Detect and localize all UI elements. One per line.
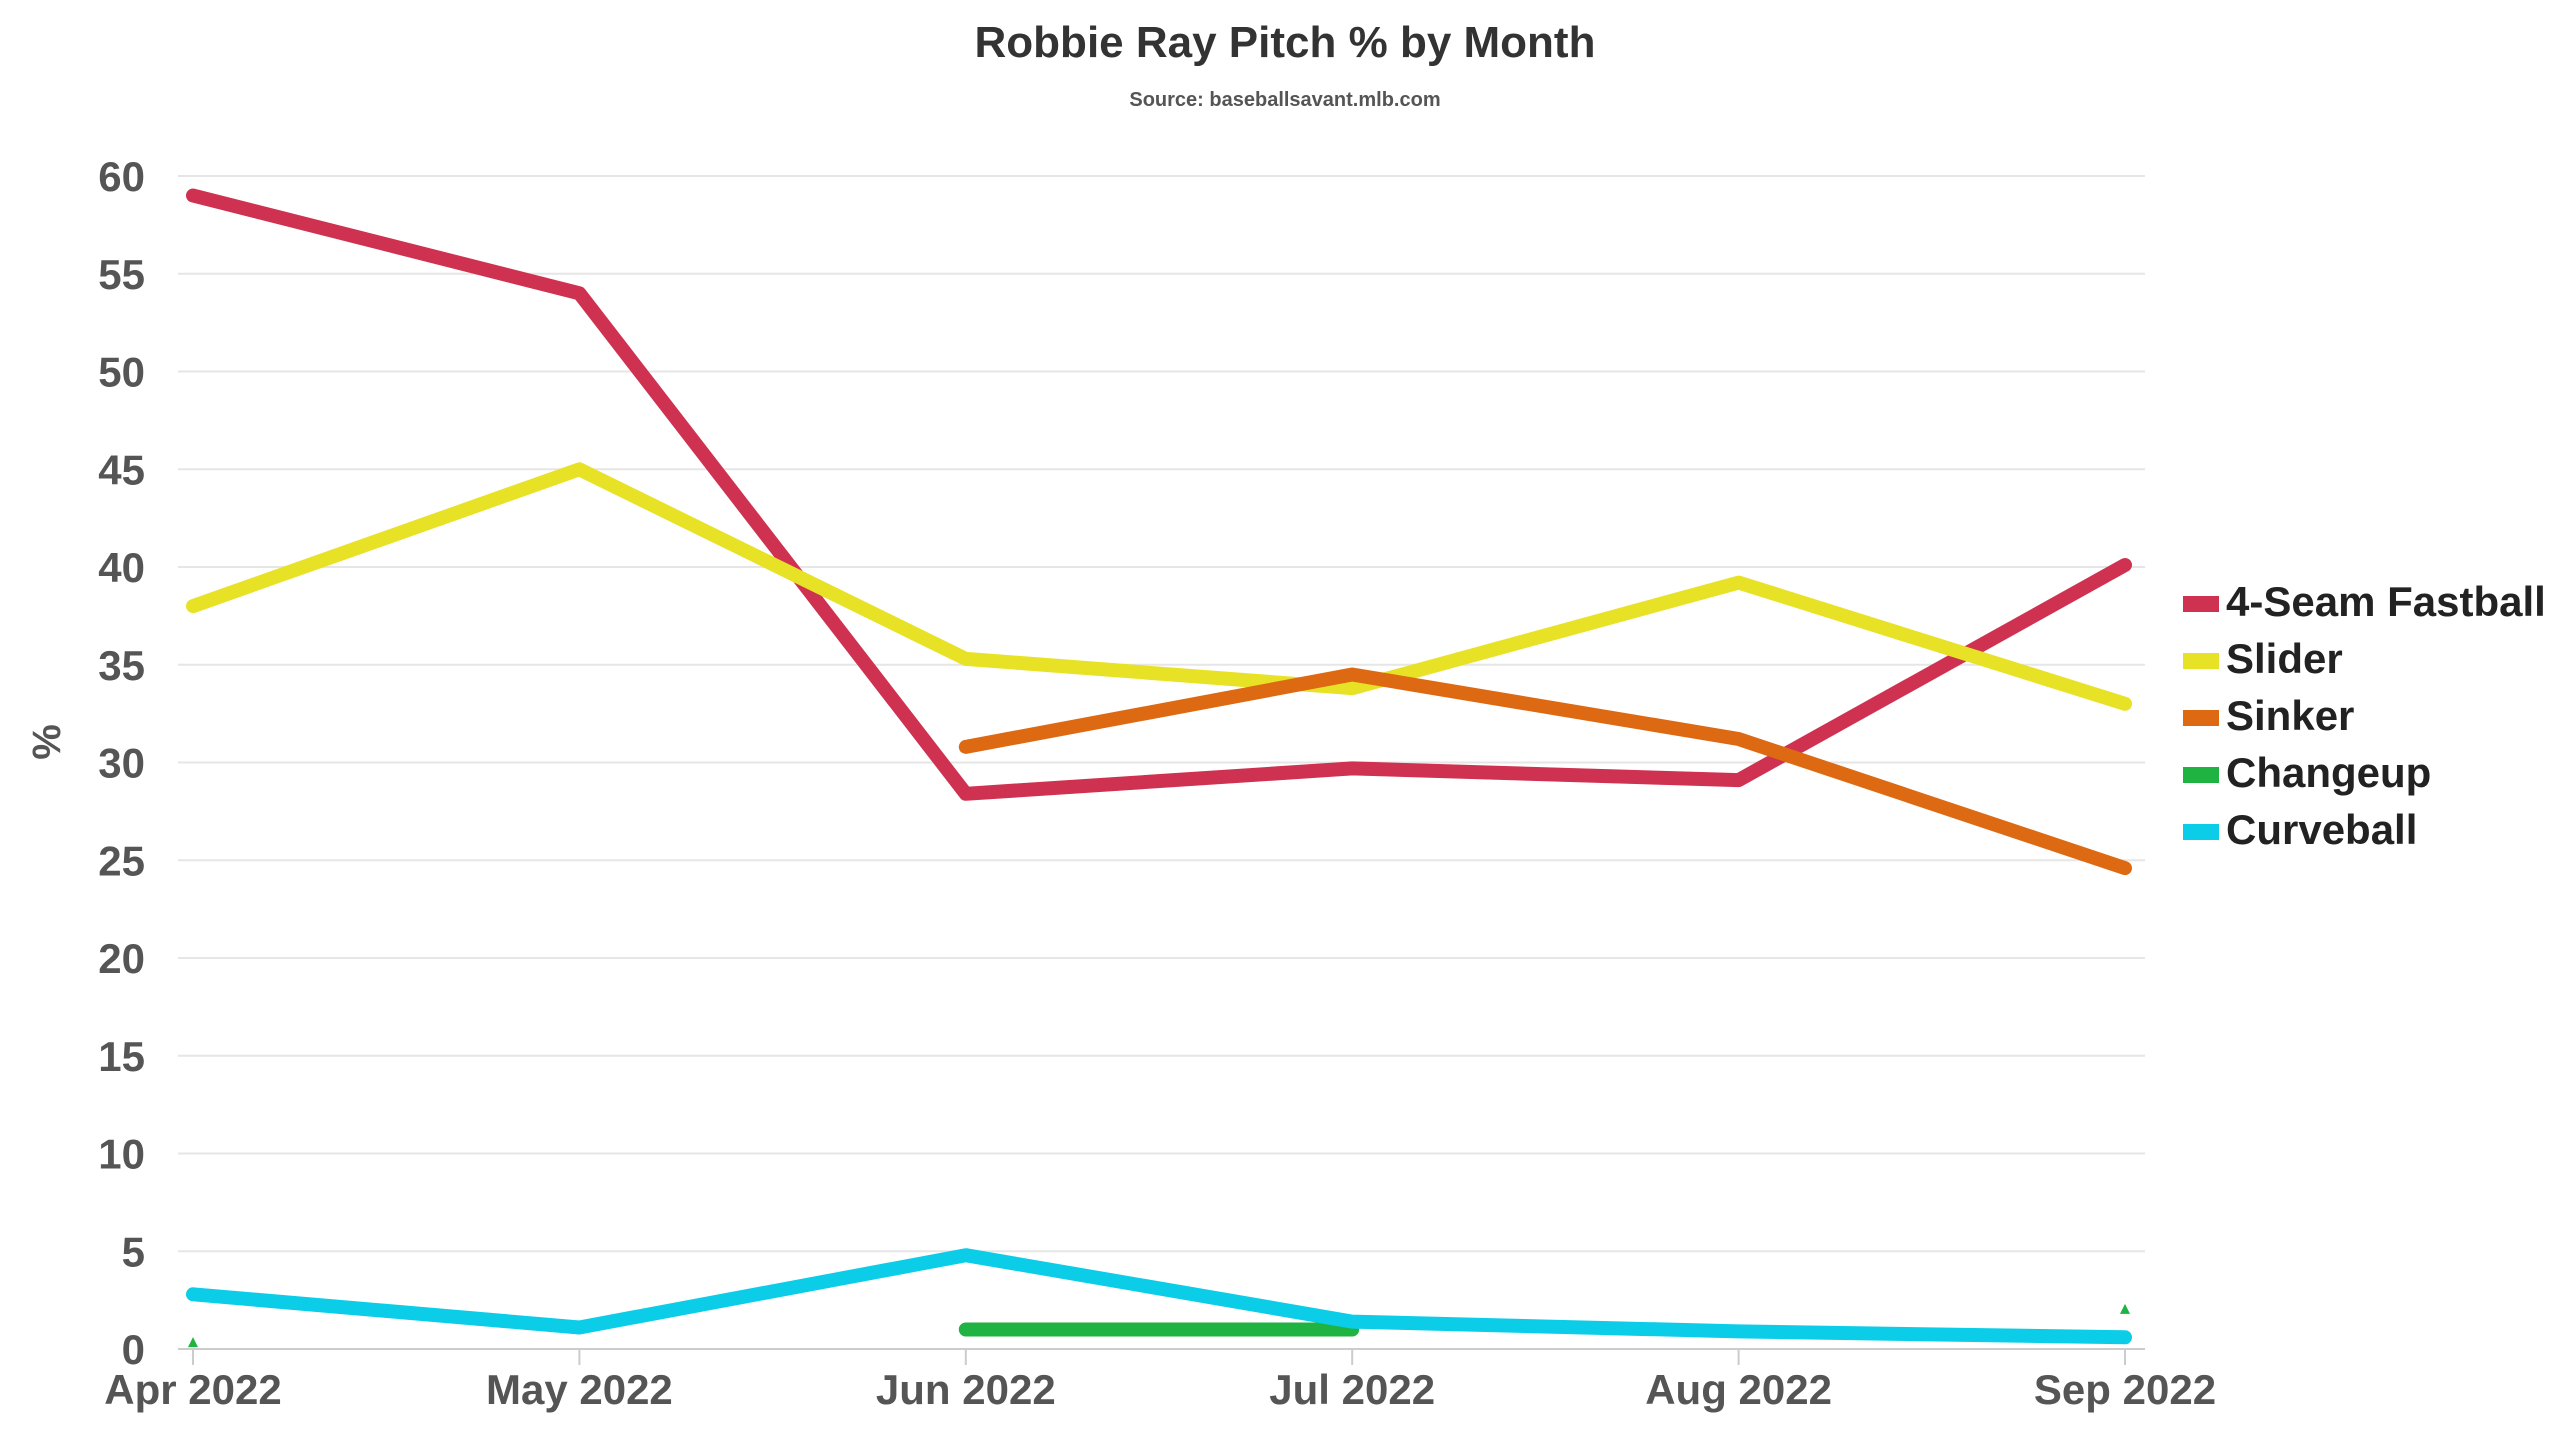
legend-swatch-sinker [2183, 710, 2219, 726]
legend-swatch-slider [2183, 653, 2219, 669]
series-4-seam-fastball [186, 188, 2132, 801]
x-tick-label: May 2022 [486, 1366, 673, 1413]
legend-label-4-seam-fastball: 4-Seam Fastball [2226, 578, 2546, 625]
x-tick-label: Jul 2022 [1269, 1366, 1435, 1413]
y-tick-label: 30 [98, 740, 145, 787]
legend-label-sinker: Sinker [2226, 692, 2354, 739]
legend: 4-Seam Fastball Slider Sinker Changeup Curve… [2183, 578, 2546, 853]
series-line-curveball [186, 1248, 2132, 1345]
x-tick-label: Jun 2022 [876, 1366, 1056, 1413]
y-tick-label: 60 [98, 153, 145, 200]
y-tick-label: 20 [98, 935, 145, 982]
x-tick-label: Aug 2022 [1645, 1366, 1832, 1413]
legend-swatch-4-seam-fastball [2183, 596, 2219, 612]
y-tick-label: 15 [98, 1033, 145, 1080]
series-sinker [958, 667, 2132, 876]
x-tick-label: Sep 2022 [2034, 1366, 2216, 1413]
y-axis-ticks: 0 5 10 15 20 25 30 35 40 45 50 55 60 [98, 153, 145, 1373]
y-tick-label: 10 [98, 1131, 145, 1178]
y-tick-label: 5 [122, 1228, 145, 1275]
y-tick-label: 0 [122, 1326, 145, 1373]
x-tick-label: Apr 2022 [104, 1366, 281, 1413]
y-tick-label: 25 [98, 837, 145, 884]
y-tick-label: 35 [98, 642, 145, 689]
y-tick-label: 50 [98, 349, 145, 396]
chart-subtitle: Source: baseballsavant.mlb.com [1129, 89, 1440, 111]
series-line-sinker [958, 667, 2132, 876]
series-changeup [188, 1303, 2130, 1348]
series-line-slider [186, 462, 2132, 711]
series-curveball [186, 1248, 2132, 1345]
y-axis-label: % [25, 724, 69, 760]
legend-label-changeup: Changeup [2226, 749, 2431, 796]
legend-swatch-changeup [2183, 767, 2219, 783]
series-point-changeup [188, 1337, 198, 1348]
series-point-changeup [2120, 1303, 2130, 1314]
y-tick-label: 45 [98, 446, 145, 493]
series-line-4-seam-fastball [186, 188, 2132, 801]
series-slider [186, 462, 2132, 711]
chart-title: Robbie Ray Pitch % by Month [975, 18, 1596, 67]
gridlines [178, 175, 2145, 1350]
x-axis-ticks: Apr 2022 May 2022 Jun 2022 Jul 2022 Aug 2022… [104, 1349, 2216, 1413]
legend-label-slider: Slider [2226, 635, 2343, 682]
y-tick-label: 40 [98, 544, 145, 591]
legend-label-curveball: Curveball [2226, 806, 2417, 853]
series-lines [186, 188, 2132, 1348]
legend-swatch-curveball [2183, 824, 2219, 840]
y-tick-label: 55 [98, 251, 145, 298]
